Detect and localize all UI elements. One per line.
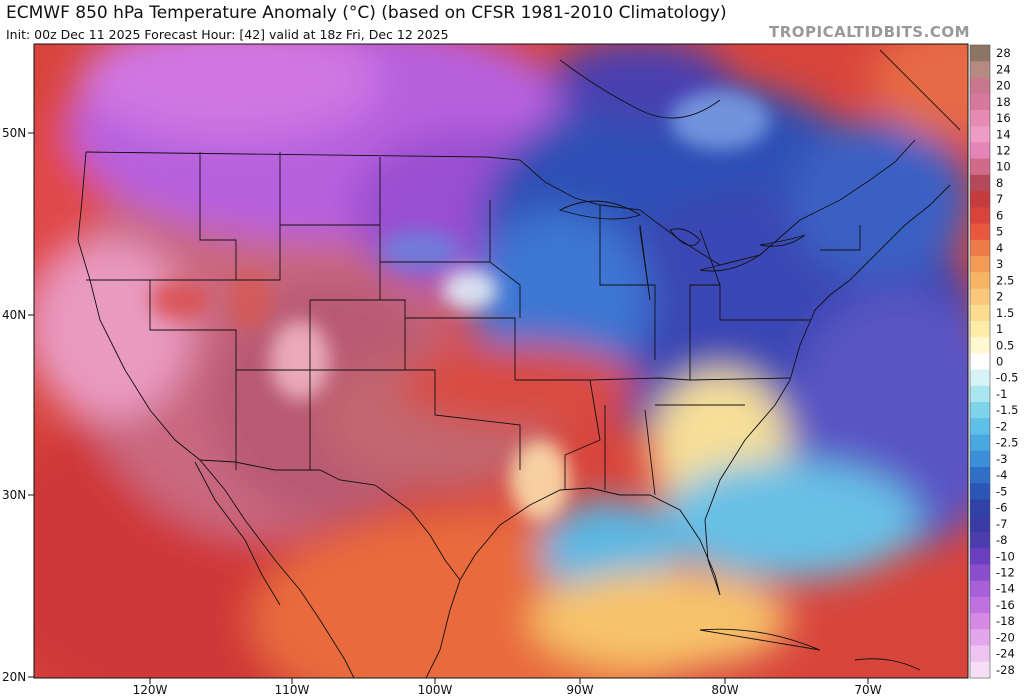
colorbar-swatch <box>970 402 990 419</box>
colorbar-swatch <box>970 467 990 484</box>
colorbar-swatch <box>970 158 990 176</box>
site-watermark: TROPICALTIDBITS.COM <box>769 23 970 41</box>
lon-label-90w: 90W <box>566 683 593 696</box>
colorbar-swatch <box>970 564 990 582</box>
colorbar-label: -1 <box>996 387 1007 401</box>
colorbar-label: 28 <box>996 46 1011 60</box>
colorbar-label: -20 <box>996 630 1015 644</box>
colorbar-swatch <box>970 629 990 647</box>
colorbar-label: -3 <box>996 452 1007 466</box>
lon-label-120w: 120W <box>133 683 168 696</box>
colorbar-label: -10 <box>996 549 1015 563</box>
colorbar-swatch <box>970 385 990 403</box>
colorbar-label: -2 <box>996 419 1007 433</box>
colorbar-label: 1.5 <box>996 306 1014 320</box>
colorbar-swatch <box>970 369 990 387</box>
colorbar-swatch <box>970 337 990 354</box>
colorbar-swatch <box>970 45 990 62</box>
colorbar-label: -7 <box>996 517 1007 531</box>
colorbar-label: 5 <box>996 225 1003 239</box>
colorbar-label: 20 <box>996 79 1011 93</box>
colorbar-label: -1.5 <box>996 403 1018 417</box>
colorbar-swatch <box>970 288 990 306</box>
colorbar-swatch <box>970 93 990 111</box>
colorbar-frame <box>969 44 991 679</box>
colorbar-swatch <box>970 272 990 289</box>
map-subtitle: Init: 00z Dec 11 2025 Forecast Hour: [42… <box>6 27 449 42</box>
colorbar-swatch <box>970 61 990 78</box>
colorbar-swatch <box>970 613 990 630</box>
colorbar-label: -24 <box>996 647 1015 661</box>
colorbar-swatch <box>970 450 990 468</box>
colorbar-label: 7 <box>996 192 1003 206</box>
colorbar-label: -12 <box>996 566 1015 580</box>
lon-labels: 120W 110W 100W 90W 80W 70W <box>133 678 882 696</box>
colorbar: 28 24 20 18 16 14 12 10 8 7 6 5 4 3 2.5 2 1.5 1 0.5 0 -0.5 -1… <box>969 44 1018 679</box>
colorbar-label: 12 <box>996 144 1011 158</box>
lat-label-50n: 50N <box>2 126 26 140</box>
colorbar-label: -4 <box>996 468 1007 482</box>
colorbar-swatch <box>970 142 990 160</box>
colorbar-label: -16 <box>996 598 1015 612</box>
colorbar-label: 0 <box>996 355 1003 369</box>
colorbar-label: 4 <box>996 241 1003 255</box>
boundaries <box>77 49 961 678</box>
colorbar-label: 24 <box>996 62 1011 76</box>
colorbar-label: -6 <box>996 501 1007 515</box>
colorbar-label: 2.5 <box>996 273 1014 287</box>
colorbar-label: 2 <box>996 290 1003 304</box>
anomaly-field <box>34 44 968 678</box>
lat-label-20n: 20N <box>2 670 26 684</box>
colorbar-swatch <box>970 531 990 549</box>
colorbar-swatch <box>970 483 990 500</box>
colorbar-label: -18 <box>996 614 1015 628</box>
lon-label-80w: 80W <box>711 683 738 696</box>
colorbar-label: 6 <box>996 208 1003 222</box>
colorbar-swatch <box>970 418 990 436</box>
colorbar-swatch <box>970 109 990 127</box>
colorbar-swatch <box>970 353 990 371</box>
lat-label-30n: 30N <box>2 488 26 502</box>
map-title: ECMWF 850 hPa Temperature Anomaly (°C) (… <box>6 3 727 23</box>
colorbar-label: 0.5 <box>996 338 1014 352</box>
colorbar-swatch <box>970 207 990 225</box>
lat-label-40n: 40N <box>2 308 26 322</box>
lon-label-100w: 100W <box>418 683 453 696</box>
colorbar-swatch <box>970 191 990 208</box>
colorbar-swatch <box>970 174 990 192</box>
colorbar-label: -5 <box>996 484 1007 498</box>
colorbar-label: 10 <box>996 160 1011 174</box>
colorbar-label: 8 <box>996 176 1003 190</box>
colorbar-label: 14 <box>996 127 1011 141</box>
colorbar-swatch <box>970 239 990 257</box>
colorbar-swatch <box>970 548 990 565</box>
colorbar-label: 1 <box>996 322 1003 336</box>
colorbar-swatch <box>970 434 990 452</box>
colorbar-label: -0.5 <box>996 371 1018 385</box>
colorbar-label: 16 <box>996 111 1011 125</box>
colorbar-label: -2.5 <box>996 436 1018 450</box>
colorbar-swatch <box>970 499 990 517</box>
colorbar-label: 18 <box>996 95 1011 109</box>
lat-labels: 50N 40N 30N 20N <box>2 126 34 684</box>
colorbar-swatch <box>970 77 990 95</box>
colorbar-label: 3 <box>996 257 1003 271</box>
colorbar-swatch <box>970 645 990 663</box>
colorbar-label: -28 <box>996 663 1015 677</box>
lon-label-70w: 70W <box>854 683 881 696</box>
colorbar-swatch <box>970 126 990 143</box>
colorbar-label: -8 <box>996 533 1007 547</box>
colorbar-swatch <box>970 515 990 533</box>
colorbar-swatch <box>970 256 990 273</box>
colorbar-swatch <box>970 304 990 322</box>
colorbar-swatch <box>970 223 990 241</box>
colorbar-swatch <box>970 596 990 614</box>
colorbar-label: -14 <box>996 582 1015 596</box>
colorbar-swatch <box>970 580 990 598</box>
colorbar-swatch <box>970 320 990 338</box>
lon-label-110w: 110W <box>275 683 310 696</box>
colorbar-swatch <box>970 661 990 679</box>
